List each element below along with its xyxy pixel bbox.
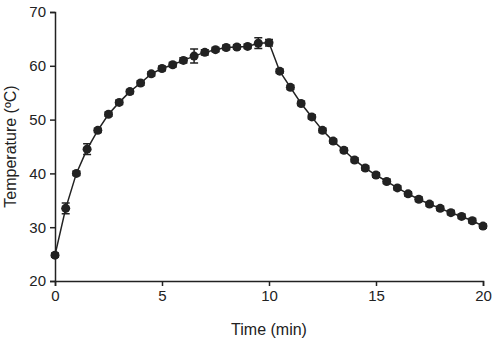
tick-label: 70 xyxy=(29,3,46,20)
tick-label: 40 xyxy=(29,165,46,182)
marker xyxy=(318,126,327,135)
marker xyxy=(158,64,167,73)
marker xyxy=(372,171,381,180)
marker xyxy=(339,146,348,155)
tick-mark xyxy=(162,281,164,286)
marker xyxy=(436,204,445,213)
marker xyxy=(382,177,391,186)
tick: 60 xyxy=(29,57,55,74)
marker xyxy=(115,98,124,107)
marker xyxy=(468,216,477,225)
tick-label: 50 xyxy=(29,111,46,128)
tick-label: 10 xyxy=(261,287,278,304)
marker xyxy=(297,99,306,108)
x-axis: 0 5 10 15 20 xyxy=(51,281,492,304)
marker xyxy=(243,42,252,51)
tick: 30 xyxy=(29,219,55,236)
tick-mark xyxy=(50,281,55,283)
tick-mark xyxy=(483,281,485,286)
tick-label: 60 xyxy=(29,57,46,74)
tick: 20 xyxy=(475,281,492,304)
marker xyxy=(83,145,92,154)
line xyxy=(55,43,483,256)
marker xyxy=(222,43,231,52)
marker xyxy=(275,67,284,76)
tick: 15 xyxy=(368,281,385,304)
marker xyxy=(51,251,60,260)
y-axis: 20 30 40 50 60 70 xyxy=(29,3,55,289)
x-axis-title: Time (min) xyxy=(231,321,307,338)
marker xyxy=(232,42,241,51)
tick-mark xyxy=(50,227,55,229)
tick-label: 20 xyxy=(29,272,46,289)
tick-mark xyxy=(50,173,55,175)
tick: 5 xyxy=(158,281,166,304)
marker xyxy=(200,48,209,57)
marker xyxy=(329,137,338,146)
tick-label: 20 xyxy=(475,287,492,304)
error-bar xyxy=(83,144,91,155)
tick: 40 xyxy=(29,165,55,182)
marker xyxy=(404,189,413,198)
marker xyxy=(479,222,488,231)
marker xyxy=(72,169,81,178)
marker xyxy=(136,79,145,88)
tick-label: 15 xyxy=(368,287,385,304)
marker xyxy=(125,87,134,96)
marker xyxy=(61,204,70,213)
error-bar xyxy=(62,203,70,214)
marker xyxy=(307,112,316,121)
plot: 0 5 10 15 20 20 30 40 50 60 70 xyxy=(29,3,492,303)
marker xyxy=(286,83,295,92)
tick-mark xyxy=(50,119,55,121)
tick-mark xyxy=(50,12,55,14)
error-bar xyxy=(190,49,198,63)
marker xyxy=(457,212,466,221)
marker xyxy=(190,52,199,61)
tick-label: 0 xyxy=(51,287,59,304)
marker xyxy=(179,56,188,65)
marker xyxy=(211,45,220,54)
tick-label: 5 xyxy=(158,287,166,304)
axis-line xyxy=(56,282,484,287)
tick-mark xyxy=(50,66,55,68)
data-marks xyxy=(51,38,488,260)
y-axis-title: Temperature (ºC) xyxy=(2,85,19,207)
marker xyxy=(254,39,263,48)
marker xyxy=(104,110,113,119)
marker xyxy=(425,200,434,209)
tick-mark xyxy=(376,281,378,286)
marker xyxy=(361,164,370,173)
tick-label: 30 xyxy=(29,219,46,236)
marker xyxy=(168,60,177,69)
tick: 50 xyxy=(29,111,55,128)
axis-line xyxy=(50,13,56,282)
marker xyxy=(350,155,359,164)
marker xyxy=(414,195,423,204)
error-bar xyxy=(254,38,262,49)
marker xyxy=(147,69,156,78)
marker xyxy=(393,183,402,192)
tick: 10 xyxy=(261,281,278,304)
tick: 20 xyxy=(29,272,55,289)
tick-mark xyxy=(269,281,271,286)
tick: 0 xyxy=(51,281,59,304)
marker xyxy=(446,208,455,217)
chart: 0 5 10 15 20 20 30 40 50 60 70 Time (min) Temperatur… xyxy=(0,0,500,351)
tick: 70 xyxy=(29,3,55,20)
marker xyxy=(93,126,102,135)
marker xyxy=(265,38,274,47)
